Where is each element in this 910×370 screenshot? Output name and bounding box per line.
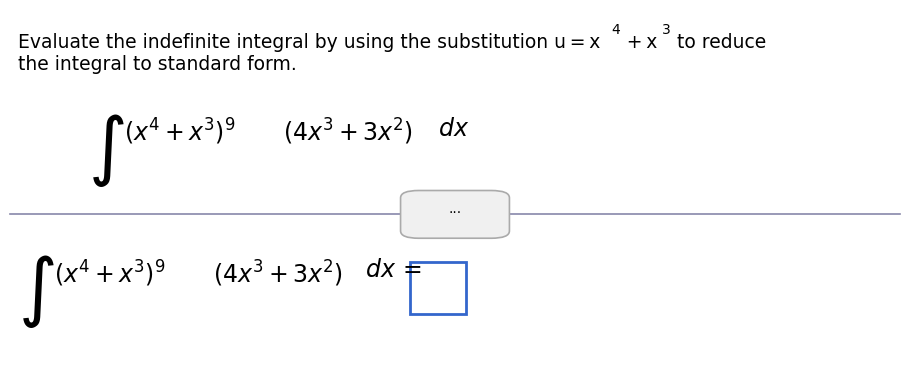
- Text: + x: + x: [622, 33, 657, 51]
- Text: $(x^4 + x^3)^9$: $(x^4 + x^3)^9$: [54, 258, 166, 289]
- Text: $(4x^3 + 3x^2)$: $(4x^3 + 3x^2)$: [213, 258, 343, 289]
- Text: the integral to standard form.: the integral to standard form.: [17, 55, 297, 74]
- Text: 4: 4: [611, 23, 620, 37]
- Text: Evaluate the indefinite integral by using the substitution u = x: Evaluate the indefinite integral by usin…: [17, 33, 600, 51]
- FancyBboxPatch shape: [410, 262, 466, 313]
- Text: $(4x^3 + 3x^2)$: $(4x^3 + 3x^2)$: [283, 117, 413, 147]
- Text: $\int$: $\int$: [17, 253, 55, 330]
- Text: ···: ···: [449, 206, 461, 219]
- Text: $dx\,=$: $dx\,=$: [358, 258, 422, 282]
- FancyBboxPatch shape: [400, 191, 510, 238]
- Text: 3: 3: [662, 23, 671, 37]
- Text: to reduce: to reduce: [671, 33, 766, 51]
- Text: $dx$: $dx$: [430, 117, 470, 141]
- Text: $\int$: $\int$: [87, 112, 124, 189]
- Text: $(x^4 + x^3)^9$: $(x^4 + x^3)^9$: [124, 117, 236, 147]
